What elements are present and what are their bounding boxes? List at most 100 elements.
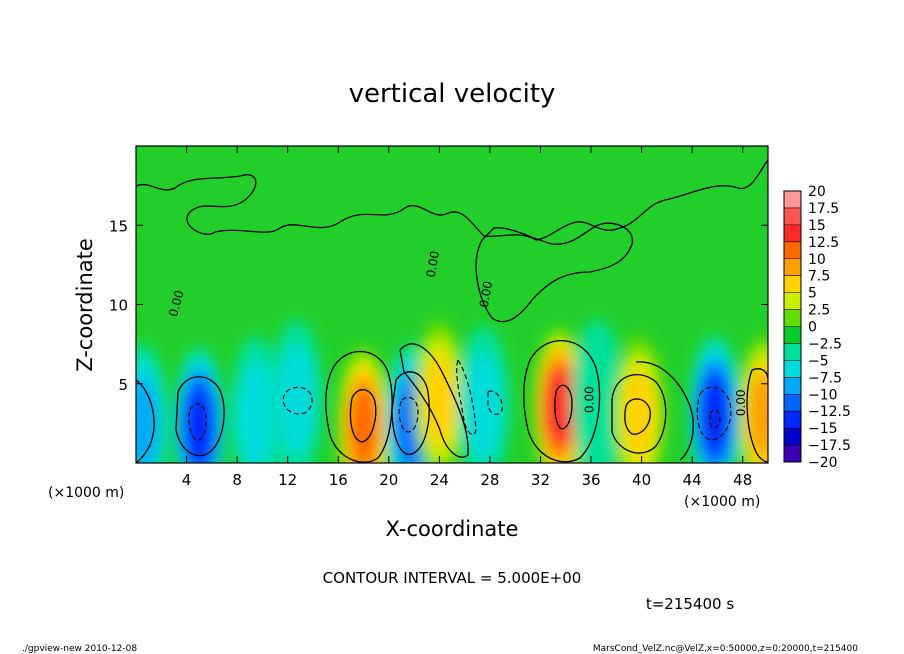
velocity-cell [136, 376, 159, 463]
x-tick-label: 44 [683, 471, 702, 489]
colorbar-swatch [784, 445, 801, 463]
velocity-cell [571, 319, 624, 463]
colorbar-label: 12.5 [808, 235, 839, 251]
colorbar-swatch [784, 326, 801, 344]
velocity-cell [622, 368, 656, 463]
contour-negative [188, 358, 732, 441]
contour-red-18 [325, 350, 393, 463]
y-tick-label: 10 [109, 297, 128, 315]
contour-neg-46-inner [709, 409, 721, 429]
contour-red-33-inner [554, 384, 573, 430]
colorbar-swatch [784, 343, 801, 361]
colorbar-swatch [784, 394, 801, 412]
colorbar-label: −15 [808, 421, 838, 437]
colorbar-label: −12.5 [808, 404, 851, 420]
colorbar-label: −20 [808, 455, 838, 471]
colorbar-label: 10 [808, 252, 826, 268]
footer-left: ./gpview-new 2010-12-08 [22, 644, 137, 654]
contour-interval-label: CONTOUR INTERVAL = 5.000E+00 [323, 569, 582, 587]
velocity-cell [545, 369, 574, 446]
x-tick-label: 4 [182, 471, 192, 489]
colorbar-label: −5 [808, 353, 829, 369]
velocity-cells [136, 319, 768, 463]
contour-blue-21 [391, 371, 430, 455]
colorbar-label: −7.5 [808, 370, 842, 386]
x-unit-right: (×1000 m) [684, 494, 760, 510]
x-tick-label: 24 [430, 471, 449, 489]
contour-labels: 0.00 0.00 0.00 0.00 0.00 [166, 250, 748, 416]
velocity-cell [700, 375, 730, 456]
x-tick-label: 36 [581, 471, 600, 489]
colorbar-swatch [784, 224, 801, 243]
colorbar-swatch [784, 191, 801, 209]
y-tick-label: 15 [109, 217, 128, 235]
contour-red-40-inner [624, 398, 651, 435]
colorbar-swatch [784, 428, 801, 446]
x-tick-label: 16 [329, 471, 348, 489]
colorbar-swatch [784, 377, 801, 395]
contour-label: 0.00 [477, 280, 495, 309]
time-label: t=215400 s [646, 595, 734, 613]
contour-lines [136, 159, 768, 463]
colorbar-swatch [784, 258, 801, 277]
x-tick-label: 12 [278, 471, 297, 489]
contour-neg-27 [456, 358, 477, 435]
colorbar-swatch [784, 309, 801, 327]
velocity-cell [184, 386, 214, 463]
x-tick-label: 48 [733, 471, 752, 489]
contour-label: 0.00 [424, 250, 442, 279]
contour-neg-5 [188, 403, 207, 441]
x-tick-label: 8 [232, 471, 242, 489]
colorbar-label: 15 [808, 218, 826, 234]
contour-label: 0.00 [734, 389, 748, 416]
colorbar-swatch [784, 207, 801, 226]
colorbar-swatch [784, 360, 801, 378]
contour-left-cell [136, 379, 155, 463]
colorbar-label: 17.5 [808, 201, 839, 217]
colorbar-swatch [784, 292, 801, 311]
colorbar-label: 20 [808, 184, 826, 200]
colorbar-label: −2.5 [808, 336, 842, 352]
contour-red-40 [611, 374, 667, 454]
velocity-cell [277, 344, 316, 455]
x-tick-label: 20 [379, 471, 398, 489]
colorbar: 2017.51512.5107.552.50−2.5−5−7.5−10−12.5… [783, 184, 851, 471]
contour-label: 0.00 [583, 386, 597, 413]
x-tick-label: 32 [531, 471, 550, 489]
y-tick-label: 5 [118, 376, 128, 394]
contour-neg-21 [398, 396, 419, 433]
colorbar-swatch [784, 275, 801, 294]
contour-neg-9 [282, 386, 313, 415]
footer-right: MarsCond_VelZ.nc@VelZ,x=0:50000,z=0:2000… [593, 644, 858, 654]
colorbar-label: 7.5 [808, 269, 830, 285]
velocity-cell [464, 350, 503, 461]
contour-band-24 [399, 343, 469, 458]
contour-neg-46 [696, 386, 732, 441]
colorbar-label: 2.5 [808, 303, 830, 319]
y-axis-label: Z-coordinate [73, 238, 97, 372]
contour-red-18-inner [349, 389, 377, 443]
x-tick-label: 40 [632, 471, 651, 489]
velocity-cell [237, 360, 276, 463]
velocity-cell [748, 372, 768, 458]
contour-plume-right [475, 222, 633, 323]
contour-red-33 [523, 339, 601, 463]
contour-neg-29 [487, 390, 503, 415]
contour-blue-left [175, 376, 225, 457]
colorbar-label: 0 [808, 320, 817, 336]
x-axis-label: X-coordinate [386, 517, 519, 541]
colorbar-swatch [784, 241, 801, 260]
velocity-cell [422, 352, 457, 447]
contour-right-band [635, 361, 694, 461]
colorbar-swatch [784, 411, 801, 429]
x-tick-label: 28 [480, 471, 499, 489]
velocity-cell [348, 386, 379, 463]
colorbar-label: −17.5 [808, 438, 851, 454]
contour-label: 0.00 [166, 289, 186, 318]
x-unit-left: (×1000 m) [48, 485, 124, 501]
chart-title: vertical velocity [349, 79, 556, 109]
plot-area: 0.00 0.00 0.00 0.00 0.00 [136, 146, 768, 463]
contour-upper-zero [136, 159, 768, 241]
